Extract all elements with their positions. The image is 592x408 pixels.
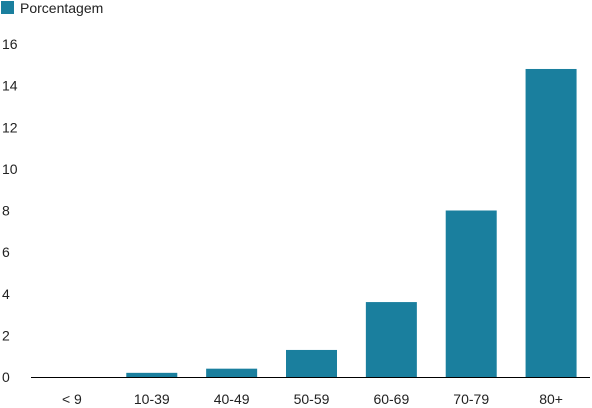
y-tick-label: 2 [2, 327, 10, 343]
x-tick-label: 40-49 [214, 391, 250, 407]
y-tick-label: 16 [2, 36, 18, 52]
x-tick-label: 60-69 [373, 391, 409, 407]
legend-swatch [1, 1, 14, 14]
bar [126, 372, 178, 377]
x-tick-label: 10-39 [134, 391, 170, 407]
x-tick-label: 50-59 [294, 391, 330, 407]
bar [206, 368, 258, 377]
bars [126, 68, 577, 377]
bar [286, 349, 337, 377]
legend-label: Porcentagem [20, 0, 103, 16]
y-tick-label: 0 [2, 369, 10, 385]
x-tick-label: < 9 [62, 391, 82, 407]
y-tick-label: 14 [2, 78, 18, 94]
x-axis-ticks: < 9 10-39 40-49 50-59 60-69 70-79 80+ [62, 391, 563, 407]
x-tick-label: 80+ [539, 391, 563, 407]
bar [365, 302, 417, 377]
y-tick-label: 6 [2, 244, 10, 260]
bar [445, 210, 497, 377]
y-axis-ticks: 0 2 4 6 8 10 12 14 16 [2, 36, 18, 385]
legend: Porcentagem [1, 0, 103, 16]
y-tick-label: 10 [2, 161, 18, 177]
y-tick-label: 4 [2, 286, 10, 302]
y-tick-label: 8 [2, 203, 10, 219]
y-tick-label: 12 [2, 119, 18, 135]
bar [525, 68, 577, 377]
x-tick-label: 70-79 [453, 391, 489, 407]
